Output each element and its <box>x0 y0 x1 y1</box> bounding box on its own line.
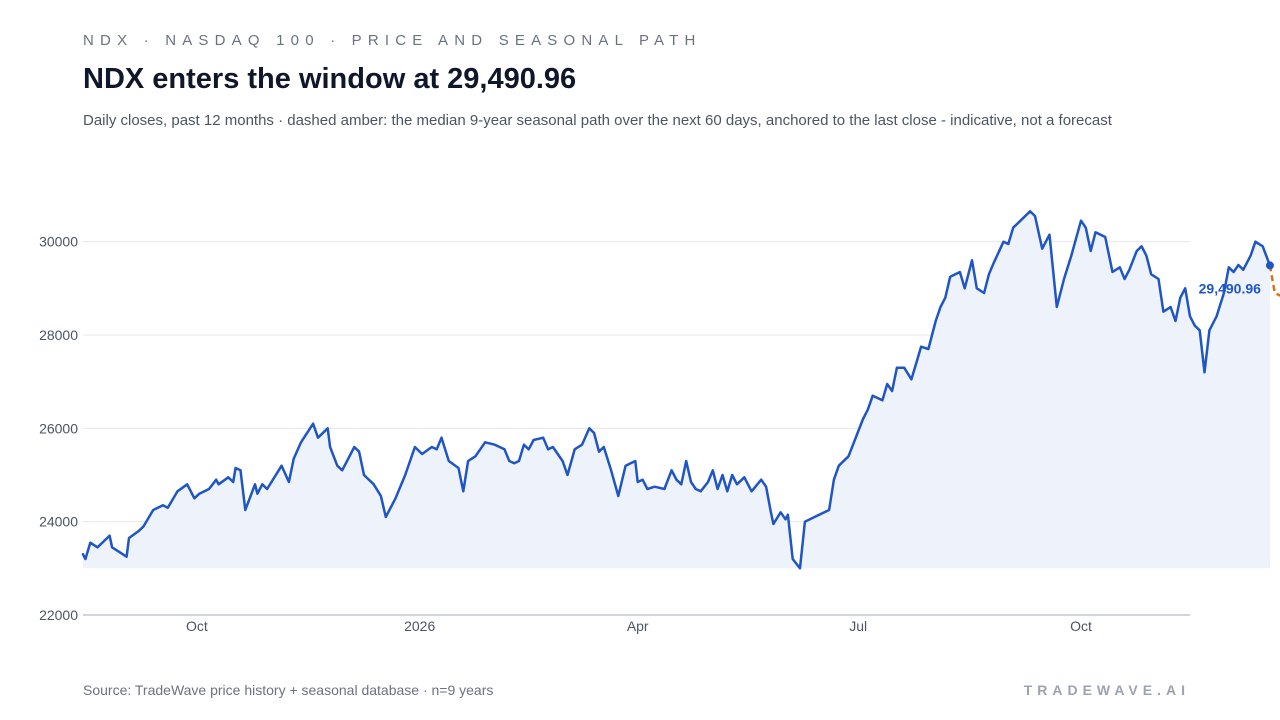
y-tick-label: 26000 <box>39 420 78 436</box>
y-tick-label: 24000 <box>39 514 78 530</box>
x-tick-label: Apr <box>627 618 649 634</box>
price-area <box>83 211 1270 569</box>
brand-wordmark: TRADEWAVE.AI <box>1023 682 1190 698</box>
y-tick-label: 22000 <box>39 607 78 623</box>
chart-subtitle: Daily closes, past 12 months · dashed am… <box>83 112 1112 129</box>
chart-title: NDX enters the window at 29,490.96 <box>83 63 577 95</box>
last-close-dot <box>1265 261 1274 270</box>
source-note: Source: TradeWave price history + season… <box>83 682 494 698</box>
x-tick-label: 2026 <box>404 618 435 634</box>
seasonal-line <box>1268 265 1280 297</box>
y-tick-label: 28000 <box>39 327 78 343</box>
x-tick-label: Oct <box>186 618 208 634</box>
chart-eyebrow: NDX · NASDAQ 100 · PRICE AND SEASONAL PA… <box>83 32 702 49</box>
price-line <box>81 210 1272 570</box>
last-close-label: 29,490.96 <box>1199 280 1261 296</box>
x-tick-label: Oct <box>1070 618 1092 634</box>
y-tick-label: 30000 <box>39 234 78 250</box>
x-tick-label: Jul <box>849 618 867 634</box>
